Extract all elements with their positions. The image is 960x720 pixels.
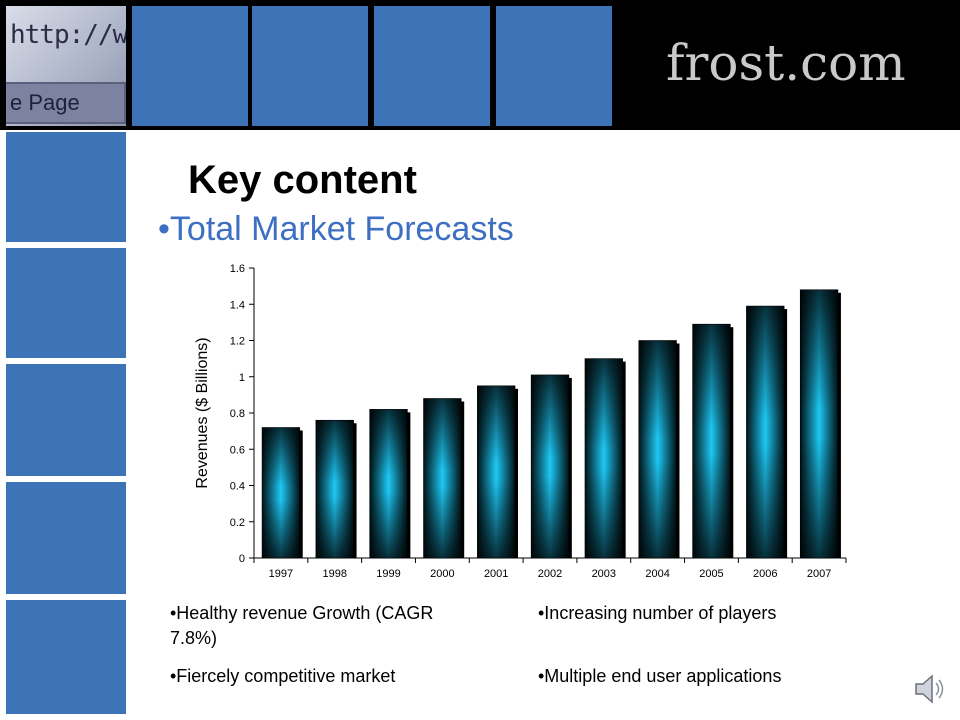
sidebar-tile [6, 132, 126, 242]
x-tick-label: 2003 [592, 568, 616, 580]
x-tick-spacer [808, 558, 846, 562]
x-tick-spacer [324, 558, 362, 562]
header-tile [132, 6, 248, 126]
bar-shading [800, 289, 838, 558]
slide-subtitle: •Total Market Forecasts [158, 210, 514, 248]
y-tick-label: 0.4 [230, 481, 245, 493]
bar-shading [315, 420, 354, 558]
x-tick-label: 2001 [484, 568, 508, 580]
browser-thumbnail-image: http://w e Page [6, 6, 126, 126]
y-tick-label: 0 [239, 553, 245, 565]
x-tick-spacer [701, 558, 739, 562]
bar-shading [638, 340, 677, 558]
x-tick-spacer [755, 558, 793, 562]
x-tick-spacer [647, 558, 685, 562]
bullet-revenue-growth: •Healthy revenue Growth (CAGR 7.8%) [170, 603, 434, 648]
y-tick-label: 1.6 [230, 263, 245, 275]
bar-shading [262, 427, 300, 558]
x-tick-label: 1999 [376, 568, 400, 580]
bullet-number-of-players: •Increasing number of players [538, 603, 777, 623]
slide-title: Key content [188, 158, 417, 202]
bar-shading [692, 324, 731, 558]
bar-shading [746, 306, 785, 558]
x-tick-label: 2002 [538, 568, 562, 580]
x-tick-label: 2007 [807, 568, 831, 580]
logo-text: frost.com [666, 34, 906, 92]
y-axis-label: Revenues ($ Billions) [194, 337, 211, 488]
x-tick-spacer [378, 558, 416, 562]
y-tick-label: 1 [239, 372, 245, 384]
chart-labels: 0 0.2 0.4 0.6 0.8 1 1.2 1.4 1.6 Revenues ($ Billi… [194, 263, 831, 580]
frost-logo: frost.com [620, 6, 954, 126]
y-tick-label: 0.6 [230, 444, 245, 456]
x-tick-label: 2000 [430, 568, 454, 580]
header-tile [252, 6, 368, 126]
page-button-text: e Page [10, 90, 80, 115]
chart-bars [261, 289, 841, 559]
y-tick-label: 1.4 [230, 299, 245, 311]
speaker-icon[interactable] [912, 672, 946, 706]
x-tick-label: 1998 [322, 568, 346, 580]
y-tick-label: 0.2 [230, 517, 245, 529]
y-tick-label: 1.2 [230, 336, 245, 348]
header-tile [496, 6, 612, 126]
x-tick-label: 1997 [269, 568, 293, 580]
x-tick-spacer [270, 558, 308, 562]
x-tick-spacer [432, 558, 470, 562]
bar-shading [369, 409, 408, 558]
sidebar-tile [6, 248, 126, 358]
url-text: http://w [10, 20, 126, 50]
header-tile [374, 6, 490, 126]
x-tick-spacer [539, 558, 577, 562]
x-tick-spacer [593, 558, 631, 562]
x-tick-label: 2005 [699, 568, 723, 580]
bar-shading [531, 374, 569, 558]
bar-shading [584, 358, 623, 558]
x-tick-spacer [485, 558, 523, 562]
bullet-competitive-market: •Fiercely competitive market [170, 666, 396, 686]
revenue-bar-chart: 0 0.2 0.4 0.6 0.8 1 1.2 1.4 1.6 Revenues ($ Billi… [194, 263, 847, 580]
bar-shading [477, 385, 516, 558]
sidebar-tile [6, 364, 126, 476]
sidebar-tile [6, 600, 126, 714]
x-tick-label: 2006 [753, 568, 777, 580]
y-tick-label: 0.8 [230, 408, 245, 420]
bar-shading [423, 398, 462, 558]
sidebar-tile [6, 482, 126, 594]
header-band: http://w e Page frost.com [0, 0, 960, 130]
page-button-graphic: e Page [6, 82, 126, 124]
x-tick-label: 2004 [645, 568, 669, 580]
bullet-end-user-applications: •Multiple end user applications [538, 666, 782, 686]
